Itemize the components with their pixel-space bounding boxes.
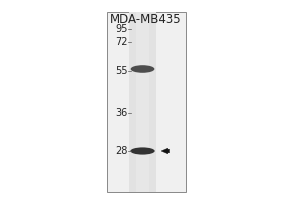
Ellipse shape — [130, 147, 155, 155]
Bar — [106, 12, 186, 192]
Text: 95: 95 — [115, 24, 128, 34]
Text: 55: 55 — [115, 66, 128, 76]
Ellipse shape — [130, 65, 154, 73]
Text: 28: 28 — [115, 146, 128, 156]
Bar — [129, 12, 156, 192]
FancyArrow shape — [161, 148, 170, 154]
Bar — [136, 12, 148, 192]
Text: 72: 72 — [115, 37, 128, 47]
Text: MDA-MB435: MDA-MB435 — [110, 13, 181, 26]
Text: 36: 36 — [115, 108, 128, 118]
